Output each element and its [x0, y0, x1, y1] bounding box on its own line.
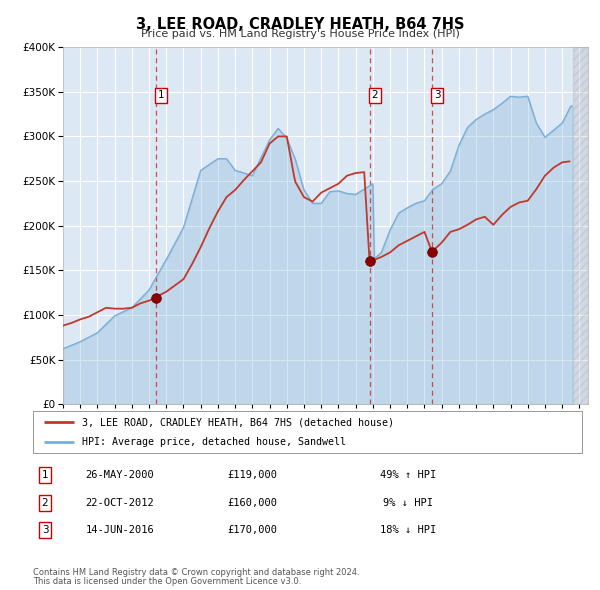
Text: 2: 2	[41, 498, 49, 507]
Text: 3: 3	[434, 90, 440, 100]
Text: 49% ↑ HPI: 49% ↑ HPI	[380, 470, 436, 480]
Text: 14-JUN-2016: 14-JUN-2016	[86, 526, 154, 535]
Text: 2: 2	[371, 90, 378, 100]
Text: 1: 1	[158, 90, 164, 100]
Text: HPI: Average price, detached house, Sandwell: HPI: Average price, detached house, Sand…	[82, 437, 346, 447]
Text: £160,000: £160,000	[227, 498, 277, 507]
Text: 3, LEE ROAD, CRADLEY HEATH, B64 7HS (detached house): 3, LEE ROAD, CRADLEY HEATH, B64 7HS (det…	[82, 417, 394, 427]
Text: £170,000: £170,000	[227, 526, 277, 535]
Text: 22-OCT-2012: 22-OCT-2012	[86, 498, 154, 507]
Text: 18% ↓ HPI: 18% ↓ HPI	[380, 526, 436, 535]
Text: 1: 1	[41, 470, 49, 480]
Text: 26-MAY-2000: 26-MAY-2000	[86, 470, 154, 480]
Text: 3: 3	[41, 526, 49, 535]
Text: £119,000: £119,000	[227, 470, 277, 480]
Text: 9% ↓ HPI: 9% ↓ HPI	[383, 498, 433, 507]
Text: 3, LEE ROAD, CRADLEY HEATH, B64 7HS: 3, LEE ROAD, CRADLEY HEATH, B64 7HS	[136, 17, 464, 31]
Text: Price paid vs. HM Land Registry's House Price Index (HPI): Price paid vs. HM Land Registry's House …	[140, 29, 460, 39]
Text: This data is licensed under the Open Government Licence v3.0.: This data is licensed under the Open Gov…	[33, 577, 301, 586]
Text: Contains HM Land Registry data © Crown copyright and database right 2024.: Contains HM Land Registry data © Crown c…	[33, 568, 359, 577]
